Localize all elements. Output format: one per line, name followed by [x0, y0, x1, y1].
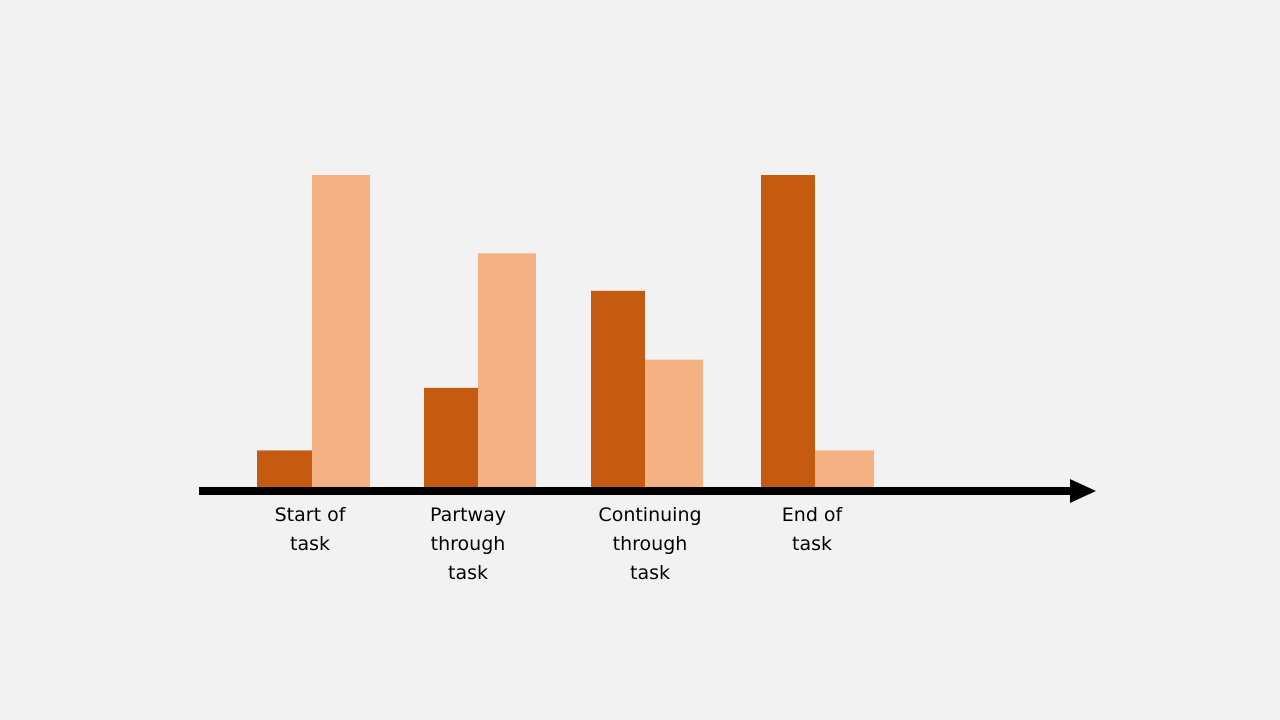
category-label-partway: Partway through task	[430, 504, 506, 584]
bar-series1-cat4	[761, 175, 815, 490]
x-axis-arrowhead	[1070, 479, 1096, 503]
bar-series1-cat2	[424, 387, 478, 490]
bar-series2-cat3	[645, 359, 703, 490]
bar-series2-cat4	[815, 450, 874, 490]
bar-series2-cat1	[312, 175, 370, 490]
bar-series1-cat1	[257, 450, 312, 490]
category-label-continuing: Continuing through task	[598, 504, 702, 584]
bar-series1-cat3	[591, 290, 645, 490]
category-label-start: Start of task	[274, 504, 346, 555]
category-label-end: End of task	[781, 504, 843, 555]
bar-series2-cat2	[478, 253, 536, 490]
